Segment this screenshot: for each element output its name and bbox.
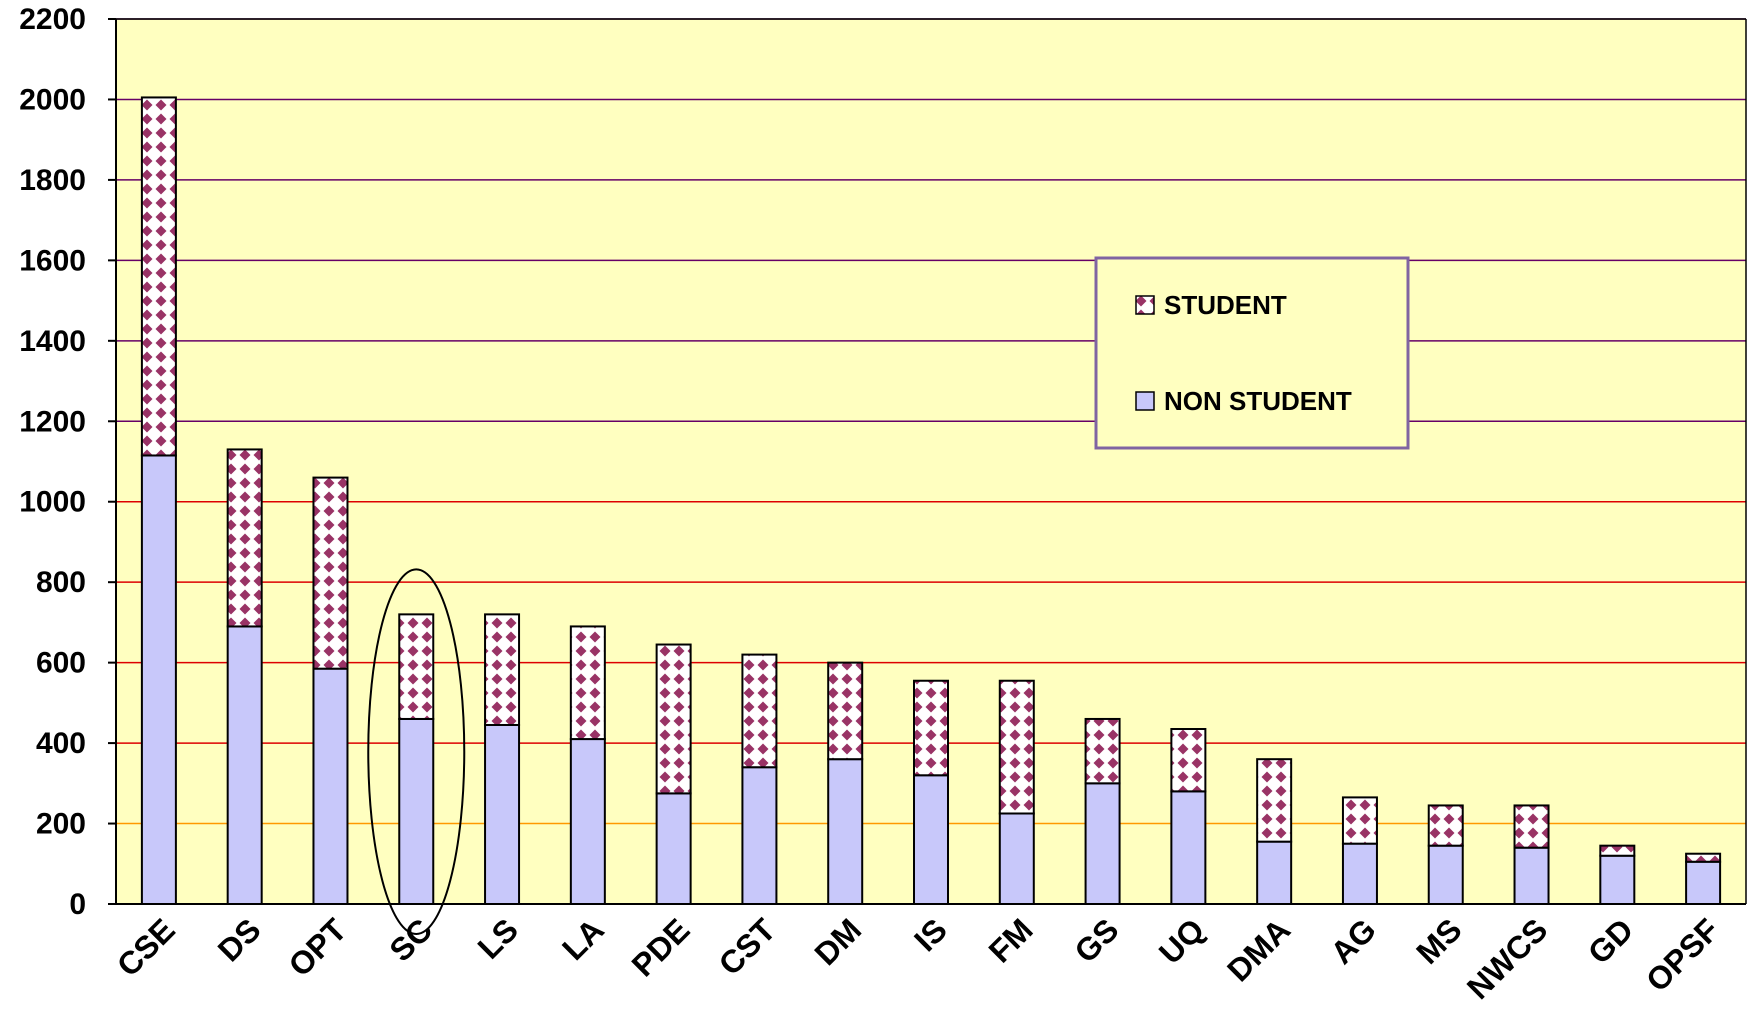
bar-student-opsf [1685,852,1722,863]
bar-non-student-ag [1341,842,1378,906]
y-tick-label: 1400 [19,325,86,358]
x-category-label: GD [1581,911,1640,970]
bar-non-student-gd [1599,854,1636,906]
bar-non-student-cst [741,766,778,906]
bars [140,96,1722,906]
x-category-label: DM [808,911,869,972]
y-tick-label: 400 [36,727,86,760]
y-tick-label: 1600 [19,244,86,277]
bar-student-cst [741,653,778,769]
y-tick-label: 2200 [19,3,86,36]
bar-non-student-dm [827,758,864,905]
bar-student-ms [1427,804,1464,847]
x-category-label: MS [1409,911,1468,970]
legend-swatch-non-student [1135,391,1155,411]
bar-student-la [569,625,606,741]
bar-student-cse [140,96,177,457]
bar-non-student-is [913,774,949,905]
x-category-label: GS [1067,911,1125,969]
bar-student-dma [1256,758,1293,843]
bar-student-is [913,679,949,777]
bar-student-ag [1341,796,1378,845]
y-tick-label: 200 [36,808,86,841]
axes [108,18,1747,905]
x-category-label: LS [471,911,525,965]
y-tick-label: 2000 [19,83,86,116]
x-category-label: OPT [281,911,353,983]
bar-non-student-nwcs [1513,846,1550,906]
bar-student-uq [1170,728,1207,793]
y-tick-label: 1200 [19,405,86,438]
bar-student-ds [226,448,263,628]
x-category-label: LA [555,911,611,967]
bar-non-student-gs [1084,782,1121,905]
bar-student-gs [1084,717,1121,785]
x-category-label: UQ [1152,911,1211,970]
bar-non-student-ls [484,723,521,906]
x-category-label: AG [1324,911,1383,970]
bar-non-student-opsf [1685,860,1722,905]
x-category-label: CST [712,911,783,982]
y-tick-label: 800 [36,566,86,599]
bar-student-pde [655,643,692,795]
legend: STUDENT NON STUDENT [1094,256,1410,450]
bar-student-nwcs [1513,804,1550,849]
legend-label-non-student: NON STUDENT [1164,386,1352,416]
highlight-layer [367,568,466,935]
x-category-label: DS [211,911,268,968]
x-category-label: FM [982,911,1040,969]
y-axis-tick-labels: 0 200 400 600 800 1000 1200 1400 1600 1800 2000 220… [19,3,86,921]
bar-non-student-fm [998,812,1035,906]
y-tick-label: 600 [36,647,86,680]
legend-box [1094,256,1410,450]
y-tick-label: 0 [69,888,86,921]
bar-non-student-la [569,738,606,905]
bar-student-dm [827,661,864,761]
x-axis-category-labels: CSE DS OPT SC LS LA PDE CST DM IS FM GS UQ DMA AG MSNWC… [110,911,1726,1006]
legend-label-student: STUDENT [1164,290,1287,320]
bar-non-student-ms [1427,844,1464,906]
x-category-label: PDE [625,911,697,983]
x-category-label: SC [382,911,439,968]
bar-non-student-cse [140,454,177,905]
x-category-label: DMA [1220,911,1297,988]
bar-non-student-ds [226,625,263,905]
highlight-ellipse [367,568,466,935]
bar-student-ls [484,613,521,726]
bar-student-opt [312,476,349,670]
x-category-label: CSE [110,911,182,983]
bar-non-student-sc [398,717,435,905]
bar-student-sc [398,613,435,720]
x-category-label: OPSF [1639,911,1726,998]
y-tick-label: 1000 [19,486,86,519]
bar-non-student-uq [1170,790,1207,906]
bar-non-student-dma [1256,840,1293,905]
bar-non-student-opt [312,667,349,906]
bar-non-student-pde [655,792,692,905]
x-category-label: NWCS [1460,911,1555,1006]
bar-student-fm [998,679,1035,815]
legend-swatch-student [1135,295,1155,315]
bar-student-gd [1599,844,1636,857]
y-tick-label: 1800 [19,164,86,197]
x-category-label: IS [907,911,954,958]
